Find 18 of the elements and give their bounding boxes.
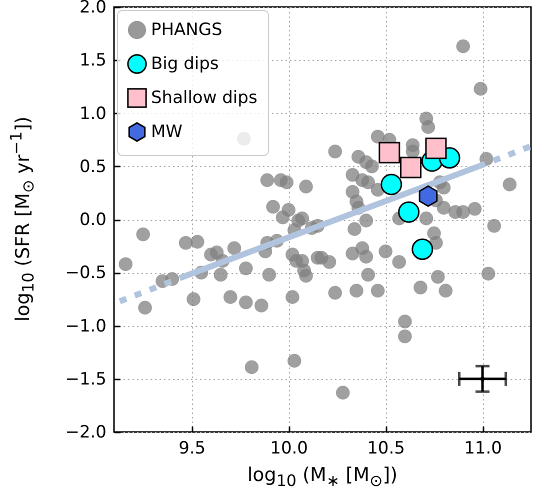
y-tick-label: 1.0 bbox=[79, 104, 106, 124]
legend-label: MW bbox=[151, 122, 183, 142]
y-tick-label: 0.5 bbox=[79, 156, 106, 177]
x-axis-title: log$_{10}$ (M$_{∗}$ [M$_{⊙}$]) bbox=[246, 464, 399, 490]
x-tick-label: 10.0 bbox=[270, 438, 308, 458]
legend-label: Shallow dips bbox=[151, 88, 258, 108]
y-tick-label: −0.5 bbox=[65, 263, 106, 284]
y-tick-label: −1.5 bbox=[65, 369, 106, 390]
y-tick-label: 0.0 bbox=[79, 210, 106, 230]
legend-label: PHANGS bbox=[151, 20, 222, 40]
x-tick-label: 9.5 bbox=[178, 438, 206, 458]
y-tick-label: −2.0 bbox=[65, 422, 106, 442]
y-tick-label: 1.5 bbox=[79, 50, 106, 71]
x-tick-label: 10.5 bbox=[367, 438, 405, 458]
x-tick-label: 11.0 bbox=[464, 438, 502, 458]
y-tick-label: 2.0 bbox=[79, 0, 106, 18]
legend-label: Big dips bbox=[151, 54, 219, 74]
y-tick-label: −1.0 bbox=[65, 316, 106, 336]
